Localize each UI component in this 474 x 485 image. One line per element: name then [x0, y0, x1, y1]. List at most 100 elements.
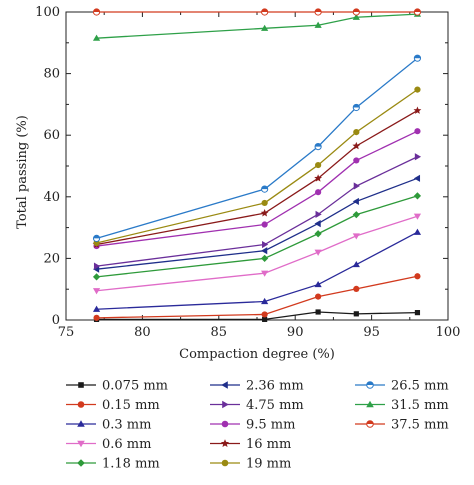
- series-line: [96, 156, 418, 267]
- y-tick-label: 100: [35, 5, 60, 20]
- data-point-fill: [261, 8, 268, 12]
- series-1_18-mm: [92, 192, 422, 281]
- series-26_5-mm: [92, 54, 422, 242]
- data-point: [413, 192, 422, 200]
- legend-label: 0.075 mm: [102, 379, 168, 394]
- series-0_6-mm: [92, 213, 422, 295]
- data-point: [92, 8, 101, 16]
- data-point: [314, 249, 322, 256]
- data-point-fill: [93, 8, 100, 12]
- data-point: [353, 157, 360, 164]
- data-point: [261, 311, 268, 318]
- legend-item-2_36-mm: 2.36 mm: [210, 379, 304, 394]
- legend-label: 31.5 mm: [391, 398, 449, 413]
- data-point: [414, 86, 421, 93]
- data-point: [314, 219, 321, 228]
- y-tick-label: 40: [43, 190, 60, 205]
- legend-marker: [366, 400, 374, 408]
- legend-item-19-mm: 19 mm: [210, 457, 291, 472]
- data-point: [352, 141, 361, 150]
- legend-label: 37.5 mm: [391, 418, 449, 433]
- data-point: [260, 209, 269, 217]
- data-point: [413, 228, 422, 235]
- legend-marker: [221, 420, 229, 428]
- legend-item-31_5-mm: 31.5 mm: [355, 398, 449, 413]
- series-0_3-mm: [92, 228, 422, 312]
- data-point: [314, 230, 322, 238]
- series-4_75-mm: [93, 153, 422, 270]
- data-point-fill: [261, 186, 268, 190]
- data-point: [261, 221, 268, 228]
- data-point: [413, 54, 422, 62]
- data-point-fill: [414, 55, 421, 59]
- legend-marker: [221, 459, 229, 467]
- legend-marker: [77, 401, 85, 408]
- series-2_36-mm: [92, 174, 421, 273]
- series-0_15-mm: [93, 273, 421, 321]
- y-tick-label: 20: [43, 251, 60, 266]
- data-point: [314, 21, 322, 28]
- data-point: [315, 309, 321, 315]
- legend-label: 1.18 mm: [102, 457, 160, 472]
- data-point-fill: [353, 104, 360, 108]
- x-tick-label: 100: [436, 325, 461, 340]
- data-point-fill: [414, 8, 421, 12]
- legend-marker: [77, 459, 85, 467]
- series-37_5-mm: [92, 8, 422, 16]
- data-point: [315, 161, 322, 169]
- legend-marker: [366, 420, 374, 428]
- data-point: [414, 153, 422, 161]
- data-point: [262, 316, 268, 322]
- legend-marker: [77, 440, 85, 448]
- data-point: [414, 310, 421, 316]
- data-point: [352, 197, 359, 206]
- y-tick-label: 60: [43, 128, 60, 143]
- data-point: [315, 210, 322, 218]
- data-point: [413, 213, 422, 220]
- data-point: [92, 288, 101, 295]
- data-point: [413, 174, 421, 182]
- legend-label: 0.6 mm: [102, 437, 151, 452]
- series-16-mm: [92, 106, 422, 248]
- series-line: [96, 13, 418, 39]
- legend-marker: [220, 439, 230, 447]
- series-line: [96, 231, 418, 310]
- legend-item-26_5-mm: 26.5 mm: [355, 379, 449, 394]
- legend-label: 19 mm: [246, 457, 291, 472]
- legend-item-9_5-mm: 9.5 mm: [210, 418, 295, 433]
- data-point: [92, 34, 101, 41]
- data-point: [352, 13, 360, 20]
- legend-item-0_15-mm: 0.15 mm: [66, 398, 160, 413]
- legend-label: 2.36 mm: [246, 379, 304, 394]
- data-point: [353, 285, 360, 292]
- legend-item-0_075-mm: 0.075 mm: [66, 379, 168, 394]
- legend-item-1_18-mm: 1.18 mm: [66, 457, 160, 472]
- legend-marker-fill: [366, 420, 374, 424]
- x-tick-label: 75: [58, 325, 75, 340]
- y-tick-label: 80: [43, 67, 60, 82]
- y-axis-title: Total passing (%): [15, 115, 30, 229]
- series-line: [96, 130, 418, 247]
- data-point: [93, 262, 101, 270]
- legend-marker: [366, 381, 374, 389]
- data-point: [92, 234, 101, 242]
- data-point: [414, 128, 421, 135]
- data-point: [314, 174, 323, 182]
- series-line: [96, 215, 418, 292]
- legend-marker: [221, 381, 228, 389]
- legend-item-37_5-mm: 37.5 mm: [355, 418, 449, 433]
- data-point: [261, 247, 268, 255]
- data-point: [315, 189, 322, 196]
- legend-item-16-mm: 16 mm: [210, 437, 291, 452]
- data-point: [352, 8, 360, 16]
- legend-label: 4.75 mm: [246, 398, 304, 413]
- data-point-fill: [93, 235, 100, 239]
- data-point: [315, 293, 322, 300]
- plot-area: 75 80 85 90 95 100 0 20 40 60 80 100: [35, 5, 460, 340]
- x-tick-label: 95: [363, 325, 380, 340]
- data-point: [261, 24, 269, 31]
- data-point: [314, 8, 322, 16]
- data-point: [353, 129, 360, 136]
- data-point: [261, 297, 269, 305]
